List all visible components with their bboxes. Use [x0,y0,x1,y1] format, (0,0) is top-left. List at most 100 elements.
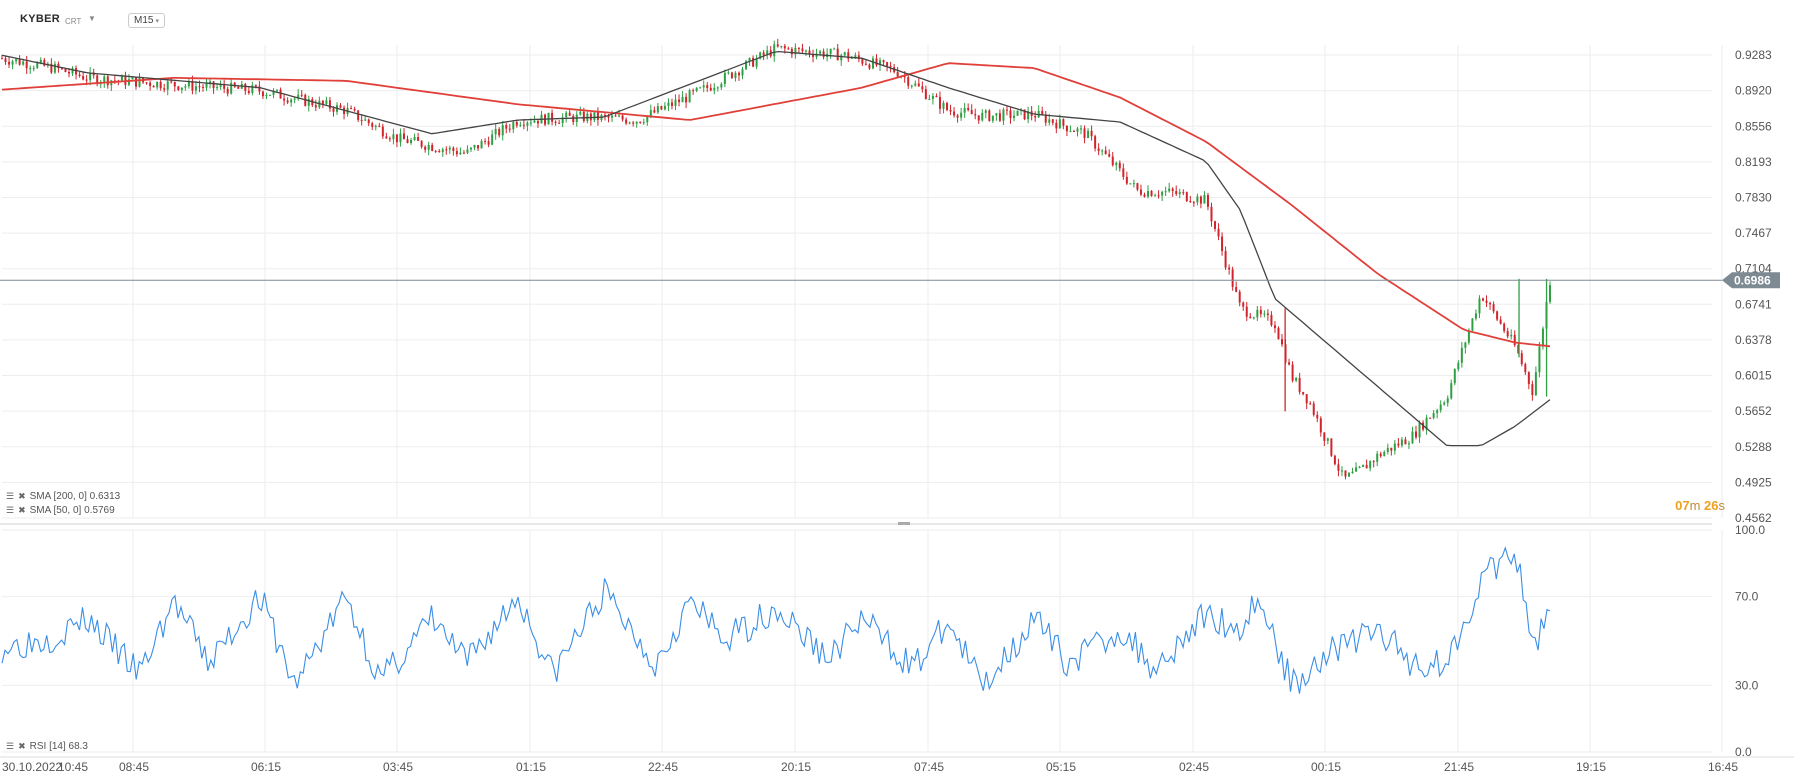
sma200-legend[interactable]: ☰ ✖ SMA [200, 0] 0.6313 [6,491,120,502]
close-icon[interactable]: ✖ [18,491,26,501]
symbol-label[interactable]: KYBER [20,13,61,25]
candle-body [681,96,684,103]
candle-body [685,96,688,103]
candle-body [713,87,716,91]
candle-body [371,123,374,127]
grid-lines [0,45,1794,758]
candle-body [75,68,78,75]
candle-body [512,121,515,130]
timeframe-button[interactable]: M15 ▾ [128,13,165,28]
list-icon[interactable]: ☰ [6,491,15,501]
candle-body [1527,372,1530,385]
sma200-line [1,62,1551,348]
candle-body [247,90,250,93]
candle-body [1069,131,1072,133]
candle-body [1541,328,1544,347]
candle-body [917,83,920,87]
candle-body [388,138,391,140]
candle-body [1147,190,1150,197]
candle-body [1425,417,1428,430]
candle-body [89,72,92,81]
candle-body [752,57,755,67]
candle-body [138,78,141,87]
candle-body [1407,443,1410,445]
candle-body [505,125,508,129]
candle-body [134,77,137,87]
close-icon[interactable]: ✖ [18,505,26,515]
candle-body [29,68,32,70]
candle-body [1034,115,1037,118]
candle-body [1429,417,1432,419]
candle-body [1337,464,1340,471]
rsi-axis: 100.0 70.0 30.0 0.0 [1735,523,1765,759]
price-tick-label: 0.6015 [1735,369,1772,383]
countdown-seconds-unit: s [1718,498,1726,513]
candle-body [18,59,21,65]
close-icon[interactable]: ✖ [18,741,26,751]
candle-body [1386,447,1389,452]
candle-body [1199,196,1202,204]
symbol-type-label: CRT [65,17,82,26]
chevron-down-icon[interactable]: ▼ [88,14,96,23]
candle-body [1027,111,1030,120]
rsi-plot[interactable] [1,545,1551,694]
candle-body [568,112,571,116]
candle-body [156,81,159,88]
candle-body [219,84,222,88]
candle-body [1281,339,1284,345]
candle-body [473,145,476,148]
price-tick-label: 0.8193 [1735,155,1772,169]
candle-body [910,85,913,87]
candle-body [201,86,204,88]
candle-body [970,110,973,115]
candle-body [1330,438,1333,456]
list-icon[interactable]: ☰ [6,741,15,751]
rsi-legend[interactable]: ☰ ✖ RSI [14] 68.3 [6,741,88,752]
candle-body [801,48,804,52]
candle-body [621,115,624,120]
candle-body [720,84,723,88]
sma50-legend[interactable]: ☰ ✖ SMA [50, 0] 0.5769 [6,505,115,516]
candle-body [1415,431,1418,438]
sma200-label: SMA [200, 0] 0.6313 [29,491,121,502]
candle-body [1245,306,1248,317]
sma50-label: SMA [50, 0] 0.5769 [29,505,115,516]
time-tick-label: 05:15 [1046,760,1076,774]
candle-body [1344,470,1347,477]
candle-body [1164,191,1167,193]
candle-body [1185,192,1188,202]
candle-body [32,67,35,69]
candle-body [487,141,490,145]
candle-body [1295,377,1298,381]
candle-body [64,68,67,73]
candle-body [1048,119,1051,123]
candle-body [1312,403,1315,415]
candle-body [808,50,811,55]
candle-body [745,61,748,70]
candle-body [533,120,536,123]
candle-body [367,119,370,124]
countdown-minutes-unit: m [1689,498,1701,513]
candle-body [353,108,356,111]
candle-body [924,89,927,99]
candle-body [628,122,631,124]
candle-body [71,68,74,74]
price-plot[interactable] [0,38,1722,480]
candle-body [1538,346,1541,373]
candle-body [1238,291,1241,303]
candle-body [1242,302,1245,307]
list-icon[interactable]: ☰ [6,505,15,515]
candle-body [642,122,645,124]
candle-body [864,63,867,65]
candle-body [1080,128,1083,130]
candle-body [1471,318,1474,331]
candle-body [1013,115,1016,118]
candle-body [1044,114,1047,123]
candle-body [39,59,42,63]
candle-body [1323,432,1326,441]
candle-body [554,121,557,123]
price-tick-label: 0.7467 [1735,226,1772,240]
countdown-seconds: 26 [1704,498,1719,513]
